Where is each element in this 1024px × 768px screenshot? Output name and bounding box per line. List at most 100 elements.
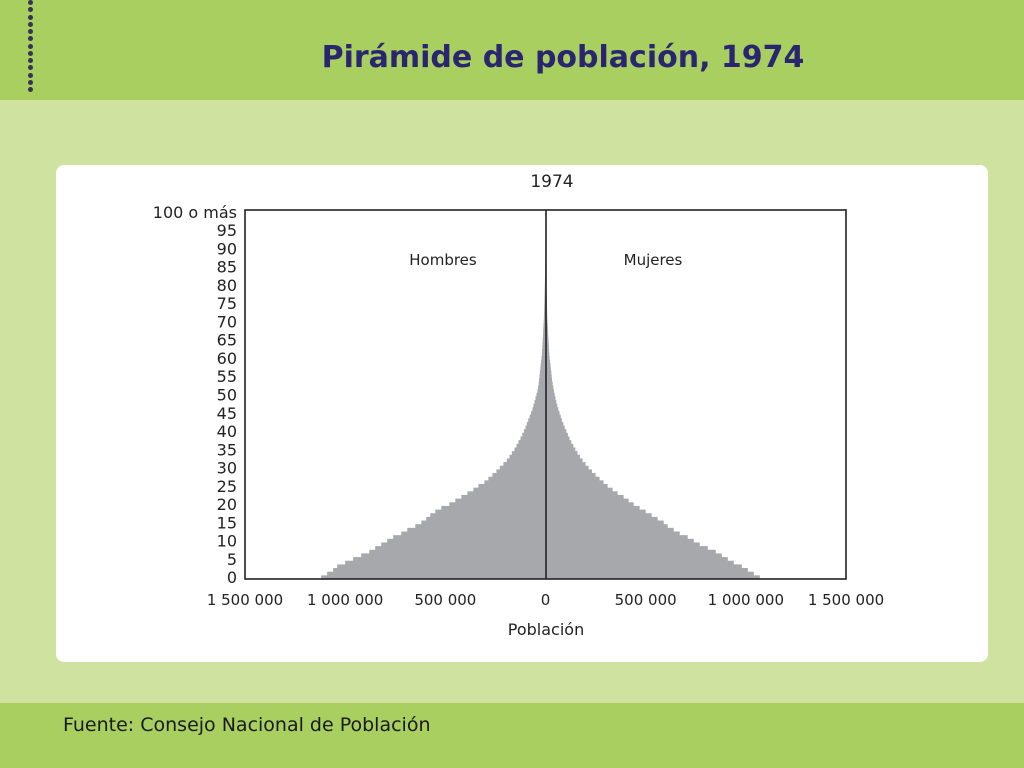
bar-mujeres-age-63 bbox=[545, 345, 549, 350]
bar-hombres-age-64 bbox=[542, 341, 546, 346]
bar-hombres-age-70 bbox=[543, 319, 546, 324]
y-tick-label: 75 bbox=[217, 294, 237, 313]
y-tick-label: 80 bbox=[217, 276, 237, 295]
bar-hombres-age-45 bbox=[531, 410, 546, 415]
bar-hombres-age-43 bbox=[528, 418, 546, 423]
bar-hombres-age-20 bbox=[449, 502, 546, 507]
bar-mujeres-age-44 bbox=[545, 414, 561, 419]
bar-mujeres-age-21 bbox=[545, 498, 629, 503]
bar-hombres-age-27 bbox=[488, 476, 546, 481]
bars-hombres bbox=[321, 210, 546, 580]
bar-hombres-age-32 bbox=[506, 458, 546, 463]
bar-mujeres-age-5 bbox=[545, 557, 728, 562]
bar-mujeres-age-52 bbox=[545, 385, 554, 390]
series-label-hombres: Hombres bbox=[409, 251, 477, 269]
bar-mujeres-age-3 bbox=[545, 564, 742, 569]
bar-hombres-age-55 bbox=[539, 374, 546, 379]
bar-mujeres-age-20 bbox=[545, 502, 634, 507]
bar-mujeres-age-26 bbox=[545, 480, 604, 485]
bar-mujeres-age-50 bbox=[545, 392, 555, 397]
bar-mujeres-age-28 bbox=[545, 473, 596, 478]
bar-mujeres-age-9 bbox=[545, 542, 700, 547]
bar-mujeres-age-49 bbox=[545, 396, 556, 401]
bar-mujeres-age-10 bbox=[545, 538, 694, 543]
bar-hombres-age-38 bbox=[520, 436, 546, 441]
bar-mujeres-age-54 bbox=[545, 378, 553, 383]
y-tick-label: 10 bbox=[217, 532, 237, 551]
x-tick-label: 1 000 000 bbox=[307, 591, 383, 609]
bar-hombres-age-50 bbox=[536, 392, 546, 397]
bar-hombres-age-30 bbox=[499, 465, 546, 470]
bar-mujeres-age-17 bbox=[545, 513, 652, 518]
bar-mujeres-age-47 bbox=[545, 403, 558, 408]
bar-hombres-age-77 bbox=[544, 294, 546, 299]
bar-mujeres-age-62 bbox=[545, 348, 550, 353]
bar-hombres-age-19 bbox=[441, 505, 546, 510]
bar-hombres-age-72 bbox=[543, 312, 546, 317]
bar-mujeres-age-42 bbox=[545, 421, 564, 426]
bar-hombres-age-28 bbox=[492, 473, 546, 478]
bar-mujeres-age-40 bbox=[545, 429, 567, 434]
bar-hombres-age-51 bbox=[537, 389, 546, 394]
bar-mujeres-age-38 bbox=[545, 436, 570, 441]
y-tick-label: 70 bbox=[217, 312, 237, 331]
bar-mujeres-age-24 bbox=[545, 487, 613, 492]
bar-hombres-age-10 bbox=[387, 538, 546, 543]
bar-mujeres-age-41 bbox=[545, 425, 565, 430]
bar-hombres-age-79 bbox=[544, 286, 546, 291]
bar-hombres-age-18 bbox=[435, 509, 546, 514]
x-tick-label: 500 000 bbox=[615, 591, 677, 609]
bar-hombres-age-7 bbox=[369, 549, 546, 554]
bar-mujeres-age-43 bbox=[545, 418, 562, 423]
bar-mujeres-age-34 bbox=[545, 451, 578, 456]
bar-hombres-age-63 bbox=[542, 345, 546, 350]
x-axis-label: Población bbox=[508, 620, 584, 639]
bar-hombres-age-61 bbox=[541, 352, 546, 357]
bar-mujeres-age-11 bbox=[545, 535, 688, 540]
bar-hombres-age-12 bbox=[401, 531, 546, 536]
x-tick-label: 1 500 000 bbox=[207, 591, 283, 609]
bar-mujeres-age-19 bbox=[545, 505, 640, 510]
y-tick-label: 65 bbox=[217, 331, 237, 350]
y-tick-label: 60 bbox=[217, 349, 237, 368]
bar-hombres-age-25 bbox=[478, 484, 546, 489]
bar-hombres-age-60 bbox=[541, 356, 546, 361]
bar-hombres-age-5 bbox=[353, 557, 546, 562]
bar-hombres-age-31 bbox=[503, 462, 546, 467]
bar-hombres-age-14 bbox=[415, 524, 546, 529]
bar-hombres-age-48 bbox=[534, 399, 546, 405]
bar-mujeres-age-39 bbox=[545, 432, 568, 437]
y-tick-label: 30 bbox=[217, 459, 237, 478]
bar-hombres-age-69 bbox=[543, 323, 546, 328]
bar-mujeres-age-0 bbox=[545, 575, 760, 580]
bar-hombres-age-40 bbox=[523, 429, 546, 434]
bar-hombres-age-6 bbox=[361, 553, 546, 558]
bar-mujeres-age-53 bbox=[545, 381, 553, 386]
y-tick-label: 90 bbox=[217, 239, 237, 258]
bar-mujeres-age-66 bbox=[545, 334, 549, 339]
bar-hombres-age-49 bbox=[535, 396, 546, 401]
bar-hombres-age-71 bbox=[543, 315, 546, 321]
bar-hombres-age-66 bbox=[542, 334, 546, 339]
bar-mujeres-age-25 bbox=[545, 484, 608, 489]
bar-mujeres-age-60 bbox=[545, 356, 550, 361]
bar-hombres-age-58 bbox=[540, 363, 546, 368]
bar-mujeres-age-67 bbox=[545, 330, 549, 335]
bar-hombres-age-35 bbox=[514, 447, 546, 452]
bar-hombres-age-78 bbox=[544, 290, 546, 295]
bar-mujeres-age-56 bbox=[545, 370, 552, 375]
bar-hombres-age-39 bbox=[522, 432, 546, 437]
bar-hombres-age-65 bbox=[542, 337, 546, 342]
bar-hombres-age-76 bbox=[544, 297, 546, 302]
bar-hombres-age-23 bbox=[467, 491, 546, 496]
y-tick-label: 85 bbox=[217, 258, 237, 277]
bar-mujeres-age-15 bbox=[545, 520, 664, 525]
bar-hombres-age-74 bbox=[544, 304, 546, 310]
series-label-mujeres: Mujeres bbox=[624, 251, 683, 269]
source-note: Fuente: Consejo Nacional de Población bbox=[63, 714, 431, 736]
bar-mujeres-age-61 bbox=[545, 352, 550, 357]
bar-mujeres-age-18 bbox=[545, 509, 646, 514]
bar-mujeres-age-45 bbox=[545, 410, 560, 415]
bar-hombres-age-47 bbox=[533, 403, 546, 408]
x-tick-label: 0 bbox=[541, 591, 551, 609]
